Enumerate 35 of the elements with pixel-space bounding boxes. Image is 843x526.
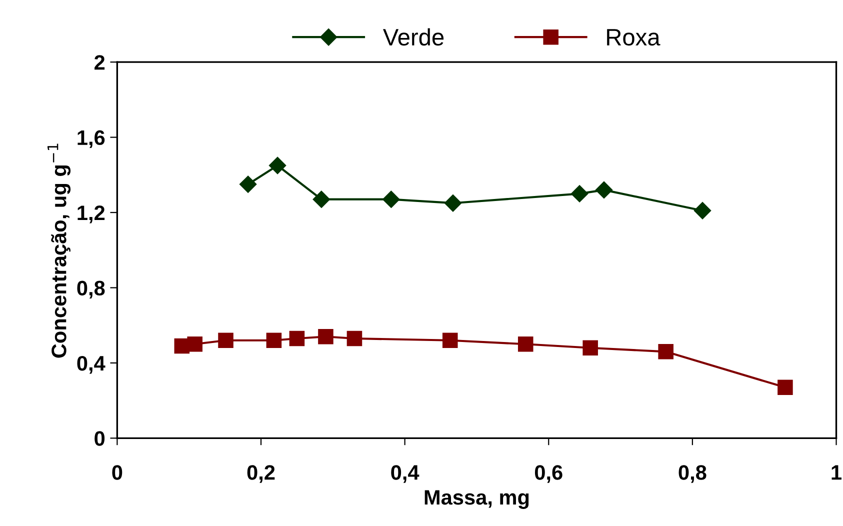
y-tick-label: 0,4: [77, 356, 106, 374]
point: [595, 181, 613, 198]
point: [312, 190, 330, 208]
point: [382, 190, 400, 208]
point: [444, 194, 462, 212]
point: [570, 185, 588, 202]
point: [218, 332, 234, 348]
x-tick-label: 0,2: [247, 465, 275, 483]
point: [266, 332, 282, 348]
x-tick-label: 0,6: [534, 465, 562, 483]
point: [346, 330, 362, 346]
point: [694, 202, 712, 220]
y-tick-label: 1,2: [78, 206, 105, 224]
y-tick-label: 0: [94, 431, 105, 446]
x-axis-title: Massa, mg: [424, 490, 529, 509]
point: [658, 344, 674, 360]
point: [778, 380, 793, 396]
legend-label: Verde: [382, 28, 444, 46]
x-tick-label: 0,8: [678, 465, 706, 483]
x-tick-label: 0,4: [391, 465, 420, 483]
point: [289, 330, 305, 346]
y-axis-title: Concentração, ug g$^{−1}$: [48, 144, 71, 358]
point: [187, 336, 202, 352]
point: [582, 340, 598, 356]
x-tick-label: 0: [112, 465, 122, 480]
point: [268, 156, 286, 174]
legend-label: Roxa: [607, 29, 660, 46]
y-tick-label: 1,6: [78, 130, 105, 148]
y-tick-label: 2: [94, 55, 105, 70]
point: [240, 176, 257, 193]
x-tick-label: 1: [832, 465, 842, 480]
point: [442, 332, 458, 348]
point: [518, 336, 534, 352]
point: [318, 328, 334, 344]
y-tick-label: 0,8: [77, 280, 105, 298]
